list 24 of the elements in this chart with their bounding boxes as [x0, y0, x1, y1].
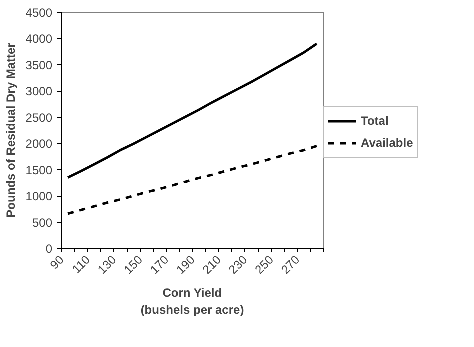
y-tick-label: 1000 [26, 190, 53, 204]
y-axis-title: Pounds of Residual Dry Matter [4, 42, 18, 218]
x-tick-label: 150 [121, 252, 146, 277]
y-tick-label: 4000 [26, 32, 53, 46]
x-tick-label: 190 [174, 252, 198, 277]
legend-label: Available [361, 136, 414, 150]
line-series [66, 42, 318, 179]
x-axis-title: Corn Yield (bushels per acre) [140, 286, 244, 317]
y-tick-label: 1500 [26, 163, 53, 178]
y-tick-label: 2000 [26, 137, 53, 152]
x-tick-label: 210 [200, 252, 224, 277]
x-tick-label: 170 [148, 252, 172, 277]
x-tick-label: 230 [226, 252, 250, 277]
legend-label: Total [361, 114, 389, 128]
y-tick-label: 4500 [26, 6, 53, 20]
y-tick-label: 500 [32, 216, 53, 230]
x-tick-label: 130 [95, 252, 120, 277]
line-series [66, 144, 318, 216]
x-tick-label: 110 [70, 252, 94, 276]
y-tick-label: 2500 [26, 110, 53, 125]
y-tick-label: 3000 [26, 84, 53, 99]
y-tick-label: 3500 [26, 58, 53, 72]
x-tick-label: 270 [278, 252, 303, 277]
x-tick-label: 250 [252, 252, 277, 277]
